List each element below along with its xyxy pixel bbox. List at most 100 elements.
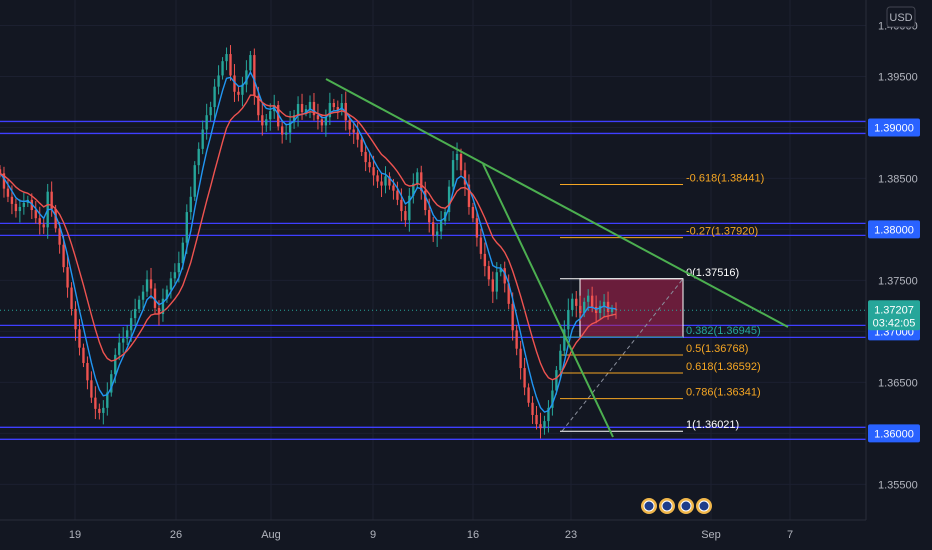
candle-body (348, 120, 351, 130)
candle-body (416, 172, 419, 184)
event-flag-icon (698, 500, 710, 512)
candle-body (66, 267, 69, 288)
candle-body (598, 305, 602, 314)
candle-body (495, 272, 498, 292)
candle-body (392, 185, 395, 191)
currency-badge[interactable]: USD (886, 6, 916, 28)
candle-body (241, 84, 244, 95)
x-tick-label: 19 (69, 529, 81, 541)
candle-body (86, 362, 89, 381)
x-tick-label: Sep (701, 529, 721, 541)
candle-body (90, 380, 93, 398)
x-tick-label: 23 (565, 529, 577, 541)
candle-body (102, 407, 105, 413)
candle-body (420, 172, 423, 191)
candle-body (233, 75, 236, 92)
candle-body (432, 222, 435, 236)
candle-body (2, 173, 6, 189)
level-price-tag-label: 1.39000 (874, 122, 914, 134)
candle-body (193, 165, 196, 197)
candle-body (70, 287, 73, 309)
candle-body (304, 109, 308, 113)
descending-trendline (325, 78, 789, 328)
candle-body (62, 244, 65, 268)
candle-body (479, 237, 483, 254)
candle-body (360, 139, 363, 152)
candle-body (94, 397, 97, 409)
candle-body (42, 224, 45, 228)
candle-body (6, 188, 10, 197)
candle-body (50, 191, 53, 210)
candle-body (10, 196, 14, 204)
candle-body (563, 329, 566, 351)
candle-body (110, 374, 113, 393)
candle-body (125, 330, 129, 339)
candle-body (332, 102, 336, 108)
candle-body (559, 350, 562, 371)
candle-body (165, 289, 169, 299)
candle-body (141, 291, 145, 300)
candle-body (380, 181, 383, 186)
candle-body (185, 212, 188, 243)
candle-body (209, 107, 212, 116)
candle-body (614, 308, 618, 310)
candle-body (118, 342, 121, 355)
candle-body (491, 279, 494, 292)
steep-trendline (482, 163, 614, 438)
candle-body (539, 424, 542, 429)
ma-slow-line (0, 94, 617, 381)
level-price-tag-label: 1.36000 (874, 428, 914, 440)
candle-body (551, 390, 554, 408)
candle-body (38, 218, 41, 225)
candle-body (245, 70, 248, 85)
candle-body (408, 195, 411, 221)
candle-body (22, 202, 26, 207)
candle-body (269, 111, 272, 120)
candle-body (149, 279, 153, 289)
candle-body (54, 209, 57, 229)
candle-body (400, 199, 403, 212)
candle-body (229, 54, 232, 76)
candle-body (447, 186, 451, 213)
candle-body (221, 61, 224, 76)
candle-body (471, 206, 475, 219)
current-price-tag (868, 300, 920, 331)
fib-label: 0.618(1.36592) (686, 361, 761, 373)
axes (0, 0, 867, 521)
y-tick-label: 1.36500 (878, 377, 918, 389)
candle-body (0, 169, 2, 174)
candle-body (424, 190, 427, 211)
candle-body (74, 308, 77, 330)
candle-body (388, 176, 391, 186)
x-tick-label: 7 (787, 529, 793, 541)
candle-body (18, 206, 22, 212)
fib-label: -0.27(1.37920) (686, 226, 758, 238)
candle-body (340, 102, 343, 111)
candle-body (324, 117, 328, 126)
candle-body (428, 210, 431, 223)
candle-body (173, 272, 177, 279)
candle-body (106, 392, 109, 408)
candle-body (547, 407, 550, 422)
x-tick-label: 16 (467, 529, 479, 541)
fib-label: -0.618(1.38441) (686, 172, 764, 184)
candle-body (523, 368, 526, 388)
candle-body (412, 183, 415, 196)
level-price-tag (868, 118, 920, 137)
candle-body (58, 228, 61, 245)
candle-body (78, 329, 81, 348)
candle-body (606, 301, 610, 312)
candle-body (137, 299, 141, 309)
candle-body (225, 54, 228, 62)
candle-body (531, 402, 534, 415)
candle-body (483, 253, 487, 267)
candle-body (284, 132, 288, 135)
ma-fast-line (0, 70, 617, 413)
economic-events[interactable] (641, 498, 712, 514)
candle-body (197, 148, 200, 166)
candle-body (320, 119, 324, 126)
candle-body (435, 231, 439, 236)
y-tick-label: 1.38500 (878, 173, 918, 185)
candle-body (253, 55, 256, 96)
